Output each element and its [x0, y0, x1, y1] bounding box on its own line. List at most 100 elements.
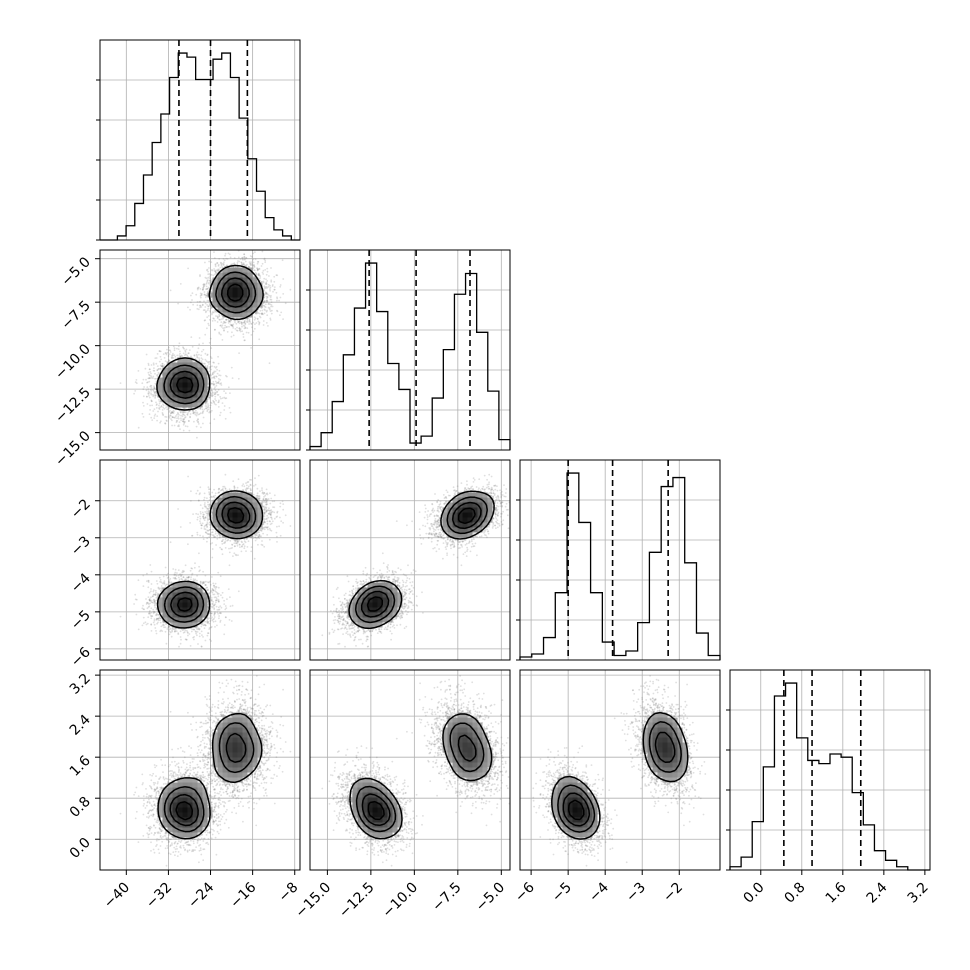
sample-point: [153, 386, 156, 389]
sample-point: [214, 263, 217, 265]
sample-point: [212, 317, 215, 320]
sample-point: [223, 321, 226, 324]
sample-point: [207, 305, 210, 308]
sample-point: [226, 326, 229, 328]
sample-point: [214, 270, 217, 273]
sample-point: [196, 413, 198, 415]
sample-point: [210, 389, 213, 392]
sample-point: [245, 320, 248, 323]
sample-point: [227, 322, 230, 324]
sample-point: [219, 374, 222, 377]
sample-point: [207, 299, 210, 302]
sample-point: [203, 283, 206, 286]
sample-point: [202, 410, 205, 412]
sample-point: [227, 252, 230, 255]
sample-point: [276, 299, 278, 302]
sample-point: [219, 324, 222, 327]
sample-point: [213, 361, 215, 364]
sample-point: [193, 411, 196, 414]
sample-point: [243, 253, 246, 256]
sample-point: [257, 268, 259, 271]
sample-point: [204, 365, 207, 368]
sample-point: [191, 409, 194, 412]
sample-point: [221, 402, 224, 404]
sample-point: [257, 269, 259, 271]
sample-point: [242, 336, 245, 338]
sample-point: [215, 272, 218, 275]
sample-point: [230, 319, 233, 322]
sample-point: [196, 436, 198, 439]
sample-point: [210, 368, 212, 371]
sample-point: [264, 286, 267, 289]
sample-point: [156, 369, 159, 371]
sample-point: [230, 366, 233, 369]
histogram-panel-0: [96, 39, 301, 241]
sample-point: [256, 267, 259, 270]
sample-point: [147, 388, 150, 390]
sample-point: [245, 331, 248, 334]
sample-point: [209, 279, 212, 282]
sample-point: [181, 415, 184, 418]
sample-point: [216, 381, 219, 384]
sample-point: [210, 382, 213, 385]
sample-point: [241, 325, 243, 328]
sample-point: [216, 315, 219, 318]
sample-point: [210, 374, 213, 377]
sample-point: [190, 301, 192, 304]
sample-point: [168, 359, 171, 362]
sample-point: [135, 379, 138, 381]
sample-point: [250, 334, 253, 336]
sample-point: [202, 283, 205, 286]
sample-point: [182, 413, 185, 416]
sample-point: [241, 321, 244, 324]
sample-point: [203, 284, 206, 286]
sample-point: [171, 411, 174, 414]
sample-point: [216, 316, 219, 319]
sample-point: [264, 269, 267, 271]
sample-point: [215, 269, 218, 272]
sample-point: [254, 269, 256, 272]
sample-point: [270, 294, 272, 297]
sample-point: [157, 371, 160, 374]
sample-point: [222, 258, 225, 260]
sample-point: [192, 411, 195, 414]
sample-point: [253, 264, 255, 267]
sample-point: [210, 357, 213, 360]
sample-point: [148, 368, 151, 371]
sample-point: [237, 256, 240, 259]
sample-point: [214, 398, 217, 400]
sample-point: [265, 285, 268, 288]
sample-point: [205, 294, 208, 297]
sample-point: [142, 395, 145, 398]
sample-point: [212, 383, 215, 386]
sample-point: [263, 289, 266, 291]
sample-point: [236, 263, 239, 266]
sample-point: [264, 291, 267, 294]
sample-point: [247, 265, 250, 268]
sample-point: [265, 291, 267, 294]
sample-point: [200, 294, 203, 296]
sample-point: [179, 355, 182, 358]
sample-point: [150, 400, 153, 402]
sample-point: [203, 300, 205, 303]
sample-point: [237, 377, 240, 380]
sample-point: [229, 411, 232, 414]
sample-point: [212, 399, 215, 402]
sample-point: [134, 381, 137, 384]
histogram-step-line: [519, 472, 721, 660]
sample-point: [177, 424, 180, 426]
sample-point: [159, 364, 162, 367]
sample-point: [248, 320, 251, 323]
sample-point: [269, 319, 272, 321]
sample-point: [266, 286, 269, 289]
sample-point: [254, 251, 256, 254]
sample-point: [224, 252, 227, 255]
sample-point: [213, 370, 216, 373]
sample-point: [209, 394, 212, 397]
sample-point: [242, 333, 245, 336]
sample-point: [202, 309, 205, 312]
sample-point: [260, 265, 263, 267]
sample-point: [158, 350, 161, 353]
sample-point: [201, 412, 204, 415]
sample-point: [214, 271, 217, 274]
